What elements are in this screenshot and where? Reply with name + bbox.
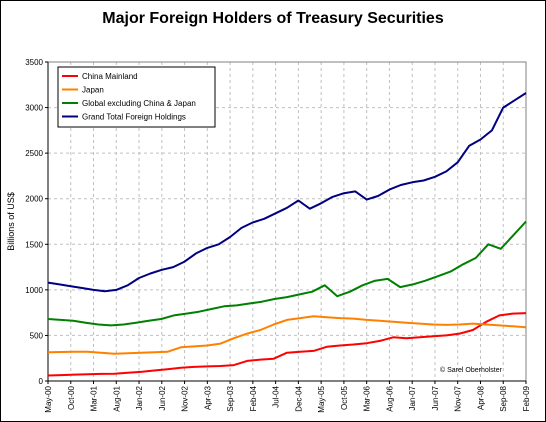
legend: China Mainland Japan Global excluding Chin… bbox=[57, 66, 216, 128]
x-tick-label: Jun-07 bbox=[431, 385, 440, 410]
legend-box bbox=[57, 66, 216, 128]
x-tick-label: Sep-03 bbox=[226, 385, 235, 411]
legend-label: Japan bbox=[82, 86, 104, 95]
legend-label: Grand Total Foreign Holdings bbox=[82, 113, 186, 122]
y-tick-label: 500 bbox=[30, 331, 44, 340]
series-line-0 bbox=[47, 312, 527, 377]
x-tick-label: Aug-01 bbox=[112, 385, 121, 411]
x-tick-label: Jun-02 bbox=[158, 385, 167, 410]
x-tick-label: Dec-04 bbox=[294, 385, 303, 411]
legend-label: Global excluding China & Japan bbox=[82, 99, 196, 108]
legend-label: China Mainland bbox=[82, 72, 138, 81]
x-tick-label: Nov-07 bbox=[454, 385, 463, 411]
series-line-1 bbox=[47, 315, 527, 355]
x-tick-label: Jan-02 bbox=[135, 385, 144, 410]
x-tick-label: Sep-08 bbox=[499, 385, 508, 411]
x-tick-label: Aug-06 bbox=[385, 385, 394, 411]
y-tick-label: 0 bbox=[39, 377, 44, 386]
y-tick-label: 3500 bbox=[25, 58, 43, 67]
grid bbox=[48, 62, 526, 381]
x-tick-label: Oct-00 bbox=[67, 385, 76, 410]
y-axis-label: Billions of US$ bbox=[6, 192, 16, 251]
x-tick-label: Mar-01 bbox=[90, 385, 99, 411]
axes: 0 500 1000 1500 2000 2500 3000 3500 May-00 Oct-00… bbox=[25, 58, 531, 413]
y-tick-label: 2000 bbox=[25, 195, 43, 204]
x-tick-label: Jul-04 bbox=[272, 385, 281, 407]
x-tick-label: Feb-09 bbox=[522, 385, 531, 411]
y-tick-label: 1000 bbox=[25, 286, 43, 295]
y-tick-label: 2500 bbox=[25, 149, 43, 158]
series-lines bbox=[47, 92, 527, 377]
y-tick-label: 1500 bbox=[25, 240, 43, 249]
x-tick-label: May-05 bbox=[317, 385, 326, 412]
credit-text: © Sarel Oberholster bbox=[440, 366, 503, 374]
chart-title: Major Foreign Holders of Treasury Securi… bbox=[102, 10, 444, 27]
x-tick-label: Apr-03 bbox=[203, 385, 212, 410]
series-line-2 bbox=[47, 220, 527, 327]
x-tick-label: Mar-06 bbox=[363, 385, 372, 411]
x-tick-label: Apr-08 bbox=[476, 385, 485, 410]
y-tick-label: 3000 bbox=[25, 104, 43, 113]
x-tick-label: Jan-07 bbox=[408, 385, 417, 410]
x-tick-label: Feb-04 bbox=[249, 385, 258, 411]
x-tick-label: Nov-02 bbox=[181, 385, 190, 411]
x-tick-label: Oct-05 bbox=[340, 385, 349, 410]
series-line-3 bbox=[47, 92, 527, 293]
x-tick-label: May-00 bbox=[44, 385, 53, 412]
